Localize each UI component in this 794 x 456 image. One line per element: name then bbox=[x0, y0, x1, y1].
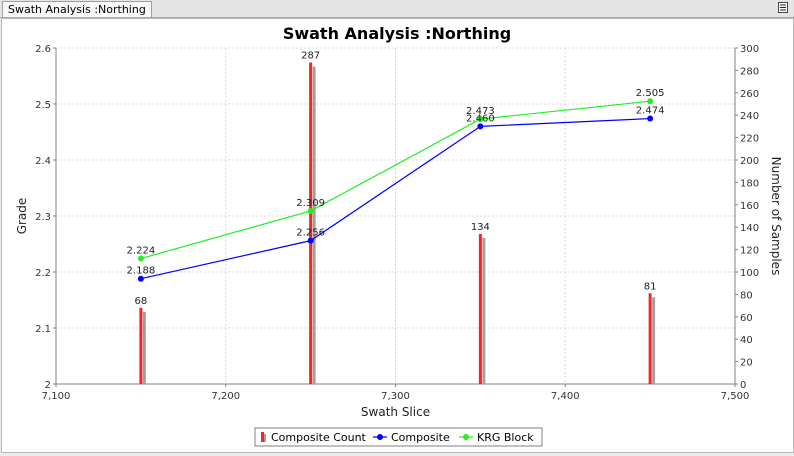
legend: Composite Count Composite KRG Block bbox=[254, 427, 543, 447]
x-tick-label: 7,200 bbox=[211, 391, 240, 402]
x-tick-label: 7,100 bbox=[42, 391, 71, 402]
count-bar-label: 68 bbox=[135, 296, 148, 307]
count-bar-shadow bbox=[652, 297, 656, 384]
y-tick-label: 2.6 bbox=[35, 44, 51, 55]
tab-swath-analysis-northing[interactable]: Swath Analysis :Northing bbox=[2, 1, 152, 17]
krg-block-point-label: 2.473 bbox=[466, 106, 495, 117]
legend-swatch-count bbox=[261, 432, 264, 442]
y2-tick-label: 40 bbox=[740, 335, 753, 346]
count-bar bbox=[139, 307, 143, 384]
y-axis-label: Grade bbox=[15, 198, 29, 235]
composite-point bbox=[477, 123, 484, 130]
krg-block-point bbox=[137, 255, 144, 262]
krg-block-point-label: 2.309 bbox=[296, 198, 325, 209]
count-bar bbox=[309, 62, 313, 385]
y2-tick-label: 60 bbox=[740, 313, 753, 324]
y2-tick-label: 200 bbox=[740, 156, 759, 167]
composite-point bbox=[137, 275, 144, 282]
y2-tick-label: 20 bbox=[740, 358, 753, 369]
composite-point-label: 2.474 bbox=[636, 106, 665, 117]
composite-point-label: 2.460 bbox=[466, 113, 495, 124]
composite-point-label: 2.256 bbox=[296, 228, 325, 239]
menu-icon[interactable] bbox=[778, 2, 788, 13]
legend-swatch-count-shadow bbox=[264, 434, 266, 442]
legend-swatch-krg-dot bbox=[463, 434, 469, 440]
chart-panel: 7,100 7,200 7,300 7,400 7,500 2 2.1 2.2 2.3 2.4 2.… bbox=[1, 18, 794, 453]
chart-title: Swath Analysis :Northing bbox=[283, 24, 511, 43]
legend-box bbox=[254, 427, 543, 447]
count-bar-label: 287 bbox=[301, 51, 320, 62]
y2-tick-label: 120 bbox=[740, 246, 759, 257]
swath-chart: 7,100 7,200 7,300 7,400 7,500 2 2.1 2.2 2.3 2.4 2.… bbox=[15, 24, 783, 447]
krg-block-point-label: 2.505 bbox=[636, 88, 665, 99]
count-bar-label: 134 bbox=[471, 222, 490, 233]
legend-swatch-composite-dot bbox=[377, 434, 383, 440]
y2-tick-label: 300 bbox=[740, 44, 759, 55]
krg-block-point-label: 2.224 bbox=[127, 246, 156, 257]
y2-tick-label: 160 bbox=[740, 201, 759, 212]
legend-label-composite: Composite bbox=[391, 431, 450, 444]
count-bar bbox=[478, 233, 482, 384]
y-tick-label: 2.3 bbox=[35, 212, 51, 223]
y2-tick-label: 280 bbox=[740, 66, 759, 77]
count-bar-shadow bbox=[142, 311, 146, 384]
count-bar-shadow bbox=[312, 66, 316, 384]
composite-point bbox=[307, 237, 314, 244]
y2-tick-label: 100 bbox=[740, 268, 759, 279]
composite-line bbox=[140, 117, 651, 280]
count-bar bbox=[648, 293, 652, 384]
y2-tick-label: 180 bbox=[740, 178, 759, 189]
legend-label-krg: KRG Block bbox=[477, 431, 534, 444]
krg-block-point bbox=[477, 116, 484, 123]
x-tick-label: 7,400 bbox=[551, 391, 580, 402]
y-tick-label: 2.5 bbox=[35, 100, 51, 111]
y2-tick-label: 0 bbox=[740, 380, 746, 391]
x-axis-label: Swath Slice bbox=[361, 405, 430, 419]
y2-axis-label: Number of Samples bbox=[769, 157, 783, 276]
tab-bar: Swath Analysis :Northing bbox=[0, 0, 794, 18]
y2-tick-label: 240 bbox=[740, 111, 759, 122]
y-tick-label: 2.4 bbox=[35, 156, 51, 167]
count-bar-label: 81 bbox=[644, 281, 657, 292]
y2-tick-label: 80 bbox=[740, 290, 753, 301]
y2-tick-label: 260 bbox=[740, 89, 759, 100]
x-tick-label: 7,500 bbox=[721, 391, 750, 402]
y2-tick-label: 140 bbox=[740, 223, 759, 234]
x-tick-label: 7,300 bbox=[381, 391, 410, 402]
krg-block-point bbox=[307, 207, 314, 214]
y2-tick-label: 220 bbox=[740, 134, 759, 145]
composite-point-label: 2.188 bbox=[127, 266, 156, 277]
y-tick-label: 2.2 bbox=[35, 268, 51, 279]
y-tick-label: 2 bbox=[45, 380, 51, 391]
krg-block-line bbox=[140, 100, 651, 260]
composite-point bbox=[647, 115, 654, 122]
legend-label-count: Composite Count bbox=[271, 431, 367, 444]
count-bar-shadow bbox=[482, 237, 486, 384]
y-tick-label: 2.1 bbox=[35, 324, 51, 335]
krg-block-point bbox=[647, 98, 654, 105]
